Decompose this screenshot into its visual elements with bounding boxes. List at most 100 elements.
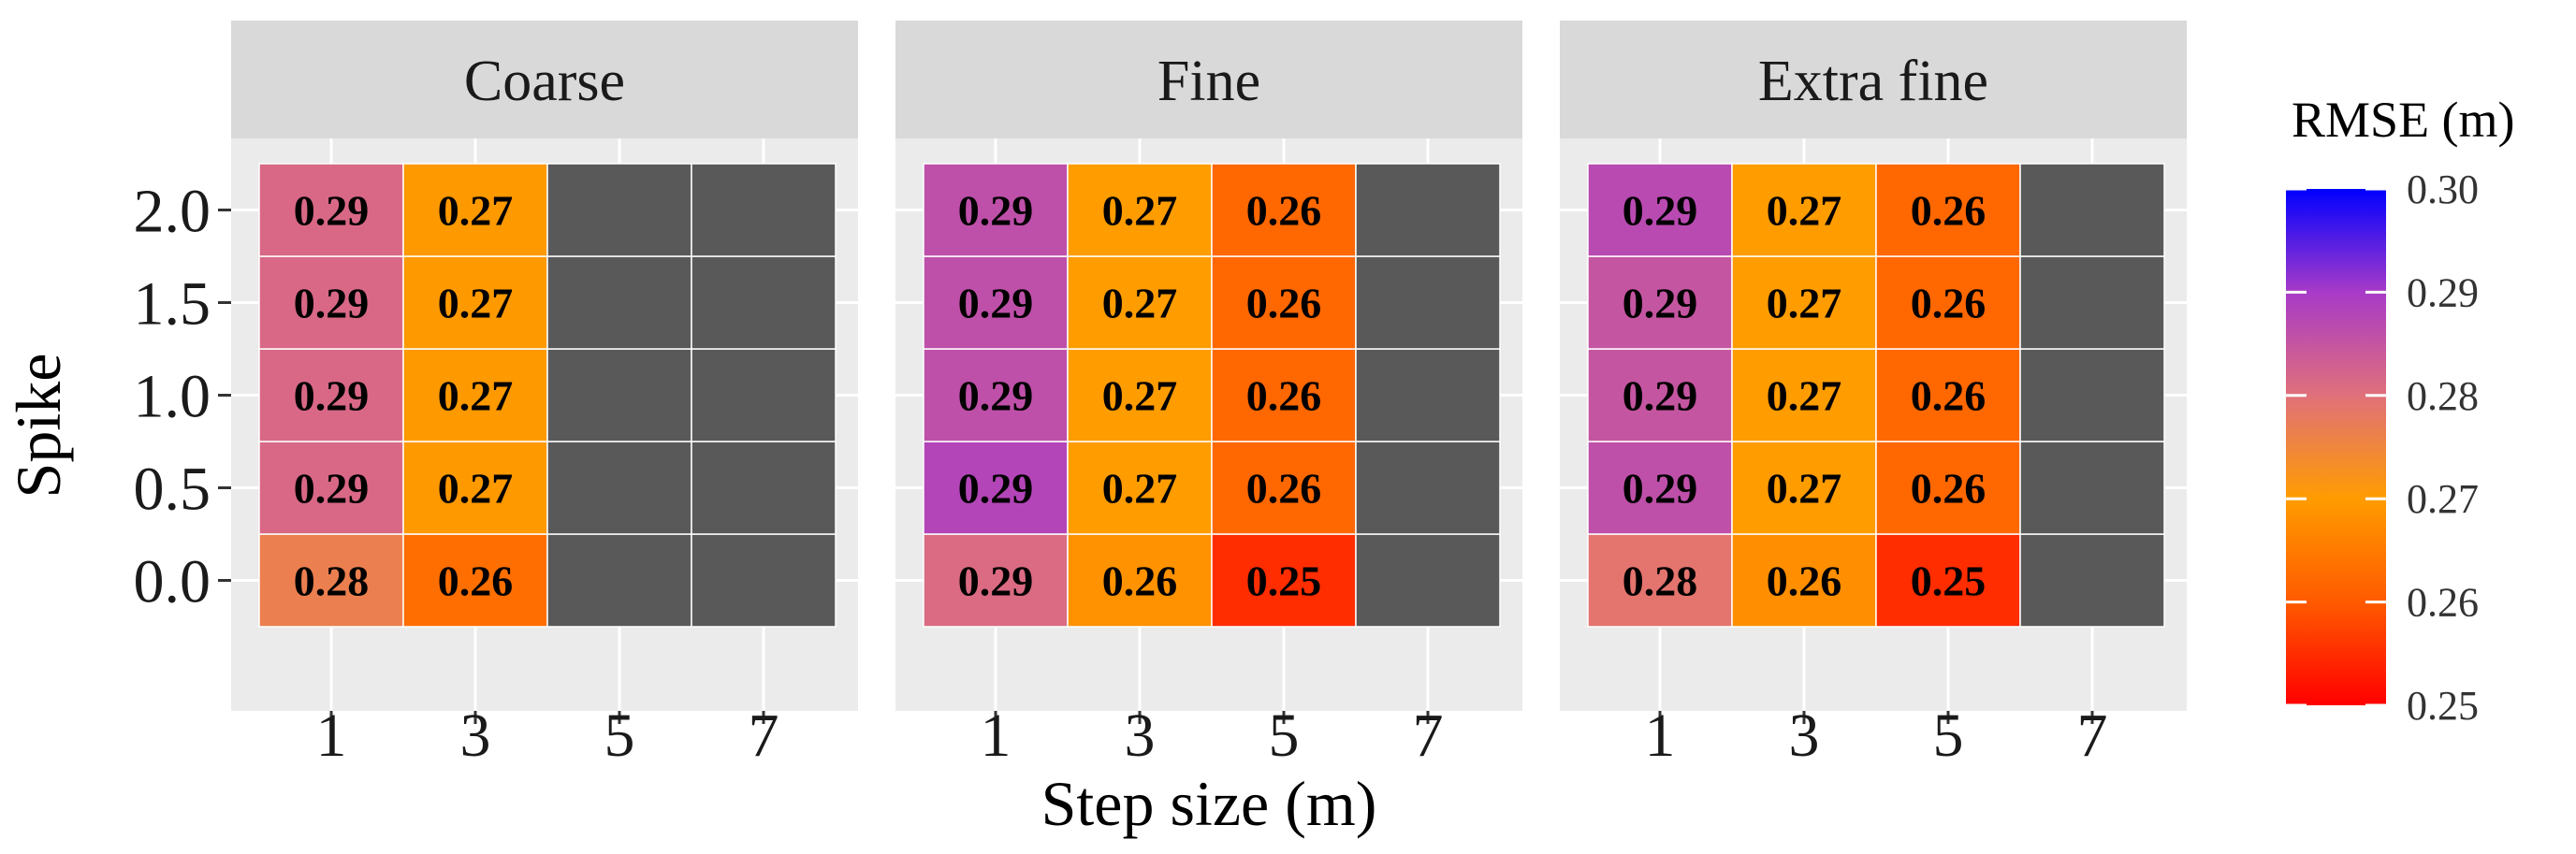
- cell-value-label: 0.27: [1102, 187, 1178, 235]
- facet-strip-label: Extra fine: [1758, 50, 1988, 113]
- facet-strip: [1560, 21, 2187, 138]
- cell-value-label: 0.26: [1911, 280, 1987, 327]
- facet-strip-label: Fine: [1157, 50, 1260, 113]
- heatmap-cell: [923, 163, 1069, 257]
- heatmap-cell: [258, 533, 404, 628]
- heatmap-cell: [1211, 348, 1357, 442]
- x-tick-label: 5: [1933, 702, 1964, 770]
- heatmap-cell: [1731, 163, 1877, 257]
- y-tick-label: 1.5: [134, 270, 211, 339]
- heatmap-cell: [258, 163, 404, 257]
- x-tick-label: 5: [1269, 702, 1300, 770]
- cell-value-label: 0.26: [1911, 372, 1987, 420]
- heatmap-cell: [691, 441, 837, 535]
- heatmap-cell: [1355, 348, 1501, 442]
- heatmap-cell: [402, 255, 548, 350]
- heatmap-cell: [923, 441, 1069, 535]
- heatmap-cell: [923, 348, 1069, 442]
- x-tick-label: 7: [749, 702, 779, 770]
- heatmap-cell: [923, 255, 1069, 350]
- heatmap-cell: [1587, 533, 1733, 628]
- heatmap-cell: [1875, 163, 2021, 257]
- heatmap-cell: [1355, 533, 1501, 628]
- cell-value-label: 0.29: [294, 187, 370, 235]
- cell-value-label: 0.29: [1623, 280, 1698, 327]
- cell-value-label: 0.27: [438, 187, 514, 235]
- cell-value-label: 0.29: [958, 372, 1034, 420]
- facet-panel-0: Coarse 0.28 0.26 0.29 0.27 0.29 0.27 0.29 0.27 0.…: [231, 21, 858, 770]
- facet-panel-2: Extra fine 0.28 0.26 0.25 0.29 0.27 0.26 0.29 0.…: [1560, 21, 2187, 770]
- y-tick-label: 2.0: [134, 178, 211, 246]
- cell-value-label: 0.26: [1911, 465, 1987, 513]
- x-axis-title: Step size (m): [1041, 768, 1377, 839]
- heatmap-cell: [691, 348, 837, 442]
- cell-value-label: 0.28: [294, 557, 370, 605]
- colorbar-tick-label: 0.25: [2407, 683, 2479, 729]
- heatmap-cell: [258, 441, 404, 535]
- colorbar-legend: RMSE (m) 0.25 0.26 0.27 0.28 0.29 0.30: [2286, 92, 2515, 729]
- heatmap-cell: [546, 255, 692, 350]
- x-tick-label: 7: [1413, 702, 1444, 770]
- cell-value-label: 0.29: [294, 465, 370, 513]
- heatmap-cell: [546, 533, 692, 628]
- colorbar-tick-label: 0.27: [2407, 476, 2479, 522]
- heatmap-cell: [1355, 255, 1501, 350]
- y-tick-label: 1.0: [134, 363, 211, 431]
- cell-value-label: 0.27: [438, 372, 514, 420]
- cell-value-label: 0.26: [1767, 557, 1842, 605]
- y-tick-label: 0.5: [134, 456, 211, 524]
- heatmap-cell: [1211, 255, 1357, 350]
- cell-value-label: 0.26: [1102, 557, 1178, 605]
- cell-value-label: 0.26: [1246, 465, 1322, 513]
- cell-value-label: 0.29: [958, 465, 1034, 513]
- heatmap-cell: [1875, 255, 2021, 350]
- heatmap-cell: [691, 163, 837, 257]
- heatmap-cell: [691, 533, 837, 628]
- x-tick-label: 1: [981, 702, 1011, 770]
- cell-value-label: 0.26: [1246, 187, 1322, 235]
- y-tick-label: 0.0: [134, 548, 211, 616]
- x-tick-label: 7: [2077, 702, 2108, 770]
- heatmap-cell: [258, 348, 404, 442]
- heatmap-cell: [546, 163, 692, 257]
- cell-value-label: 0.27: [1102, 465, 1178, 513]
- cell-value-label: 0.27: [1102, 280, 1178, 327]
- heatmap-cell: [2019, 348, 2165, 442]
- cell-value-label: 0.29: [1623, 187, 1698, 235]
- heatmap-cell: [2019, 441, 2165, 535]
- heatmap-cell: [1067, 163, 1213, 257]
- x-tick-label: 3: [1789, 702, 1820, 770]
- cell-value-label: 0.27: [1767, 187, 1842, 235]
- cell-value-label: 0.29: [958, 557, 1034, 605]
- x-tick-label: 3: [1125, 702, 1156, 770]
- heatmap-cell: [1067, 441, 1213, 535]
- heatmap-cell: [2019, 255, 2165, 350]
- x-tick-label: 3: [460, 702, 491, 770]
- y-axis: 0.0 0.5 1.0 1.5 2.0: [134, 178, 231, 616]
- cell-value-label: 0.27: [1767, 465, 1842, 513]
- heatmap-cell: [546, 441, 692, 535]
- x-tick-label: 1: [316, 702, 347, 770]
- cell-value-label: 0.25: [1246, 557, 1322, 605]
- colorbar-tick-label: 0.28: [2407, 373, 2479, 419]
- y-axis-title: Spike: [3, 354, 74, 499]
- heatmap-cell: [1355, 163, 1501, 257]
- facet-strip-label: Coarse: [464, 50, 625, 113]
- heatmap-cell: [1067, 348, 1213, 442]
- cell-value-label: 0.29: [294, 280, 370, 327]
- facet-strip: [231, 21, 858, 138]
- cell-value-label: 0.26: [1911, 187, 1987, 235]
- cell-value-label: 0.29: [294, 372, 370, 420]
- facet-panel-1: Fine 0.29 0.26 0.25 0.29 0.27 0.26 0.29 0.27 0.26…: [895, 21, 1522, 770]
- heatmap-cell: [1355, 441, 1501, 535]
- colorbar: [2286, 189, 2386, 705]
- cell-value-label: 0.29: [958, 280, 1034, 327]
- x-tick-label: 5: [604, 702, 635, 770]
- cell-value-label: 0.28: [1623, 557, 1698, 605]
- heatmap-cell: [1731, 255, 1877, 350]
- heatmap-cell: [402, 348, 548, 442]
- heatmap-cell: [1875, 533, 2021, 628]
- heatmap-cell: [2019, 533, 2165, 628]
- heatmap-cell: [923, 533, 1069, 628]
